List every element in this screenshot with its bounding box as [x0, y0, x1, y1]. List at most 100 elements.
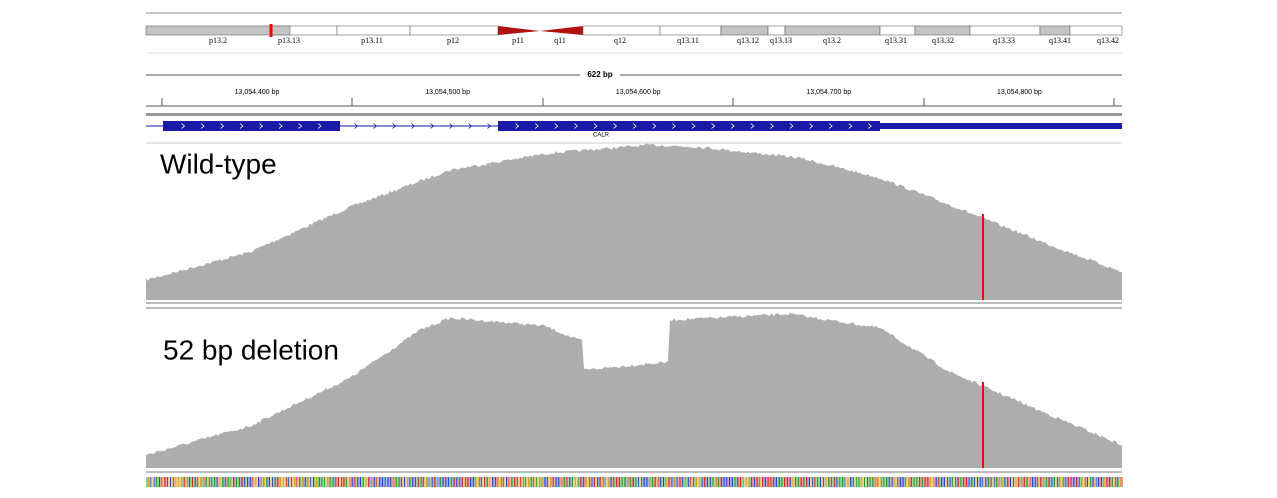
base	[487, 477, 489, 487]
base	[425, 477, 427, 487]
base	[1079, 477, 1081, 487]
base	[922, 477, 924, 487]
base	[1099, 477, 1101, 487]
base	[504, 477, 506, 487]
base	[451, 477, 453, 487]
ruler-tick-label: 13,054,600 bp	[616, 89, 661, 96]
base	[659, 477, 661, 487]
base	[606, 477, 608, 487]
base	[631, 477, 633, 487]
coverage	[146, 312, 1122, 468]
base	[432, 477, 434, 487]
base	[849, 477, 851, 487]
base	[309, 477, 311, 487]
base	[148, 477, 150, 487]
base	[517, 477, 519, 487]
base	[857, 477, 859, 487]
base	[710, 477, 712, 487]
base	[1050, 477, 1052, 487]
base	[578, 477, 580, 487]
base	[994, 477, 996, 487]
base	[592, 477, 594, 487]
base	[939, 477, 941, 487]
band-label: p13.11	[361, 36, 383, 45]
base	[570, 477, 572, 487]
base	[553, 477, 555, 487]
base	[878, 477, 880, 487]
base	[846, 477, 848, 487]
cyto-band	[767, 25, 786, 36]
base	[812, 477, 814, 487]
base	[334, 477, 336, 487]
base	[218, 477, 220, 487]
base	[931, 477, 933, 487]
base	[253, 477, 255, 487]
base	[374, 477, 376, 487]
base	[484, 477, 486, 487]
band-label: p12	[447, 36, 459, 45]
base	[895, 477, 897, 487]
band-label: q13.11	[677, 36, 699, 45]
ruler-tick-label: 13,054,700 bp	[806, 89, 851, 96]
base	[1013, 477, 1015, 487]
cyto-band	[784, 25, 881, 36]
base	[951, 477, 953, 487]
base	[874, 477, 876, 487]
base	[945, 477, 947, 487]
strand-arrow	[691, 123, 696, 129]
base	[1016, 477, 1018, 487]
base	[923, 477, 925, 487]
base	[163, 477, 165, 487]
base	[584, 477, 586, 487]
base	[820, 477, 822, 487]
base	[929, 477, 931, 487]
base	[385, 477, 387, 487]
base	[290, 477, 292, 487]
base	[955, 477, 957, 487]
base	[286, 477, 288, 487]
base	[1046, 477, 1048, 487]
base	[881, 477, 883, 487]
base	[700, 477, 702, 487]
base	[988, 477, 990, 487]
base	[1105, 477, 1107, 487]
base	[821, 477, 823, 487]
base	[171, 477, 173, 487]
strand-arrow	[789, 123, 794, 129]
base	[382, 477, 383, 487]
base	[162, 477, 164, 487]
base	[1006, 477, 1008, 487]
base	[788, 477, 790, 487]
band-label: q13.31	[885, 36, 907, 45]
base	[1071, 477, 1073, 487]
base	[925, 477, 927, 487]
band-label: p13.13	[278, 36, 300, 45]
base	[867, 477, 869, 487]
strand-arrow	[809, 123, 814, 129]
base	[469, 477, 471, 487]
base	[962, 477, 964, 487]
base	[1039, 477, 1041, 487]
base	[772, 477, 774, 487]
base	[735, 477, 737, 487]
strand-arrow	[181, 123, 186, 129]
base	[513, 477, 515, 487]
base	[898, 477, 900, 487]
base	[449, 477, 451, 487]
base	[155, 477, 157, 487]
base	[595, 477, 597, 487]
base	[832, 477, 834, 487]
band-label: q13.2	[823, 36, 841, 45]
base	[237, 477, 239, 487]
base	[724, 477, 726, 487]
base	[587, 477, 589, 487]
base	[823, 477, 825, 487]
base	[196, 477, 198, 487]
base	[683, 477, 685, 487]
base	[699, 477, 701, 487]
strand-arrow	[593, 123, 598, 129]
base	[862, 477, 864, 487]
base	[1072, 477, 1074, 487]
base	[677, 477, 679, 487]
base	[714, 477, 716, 487]
